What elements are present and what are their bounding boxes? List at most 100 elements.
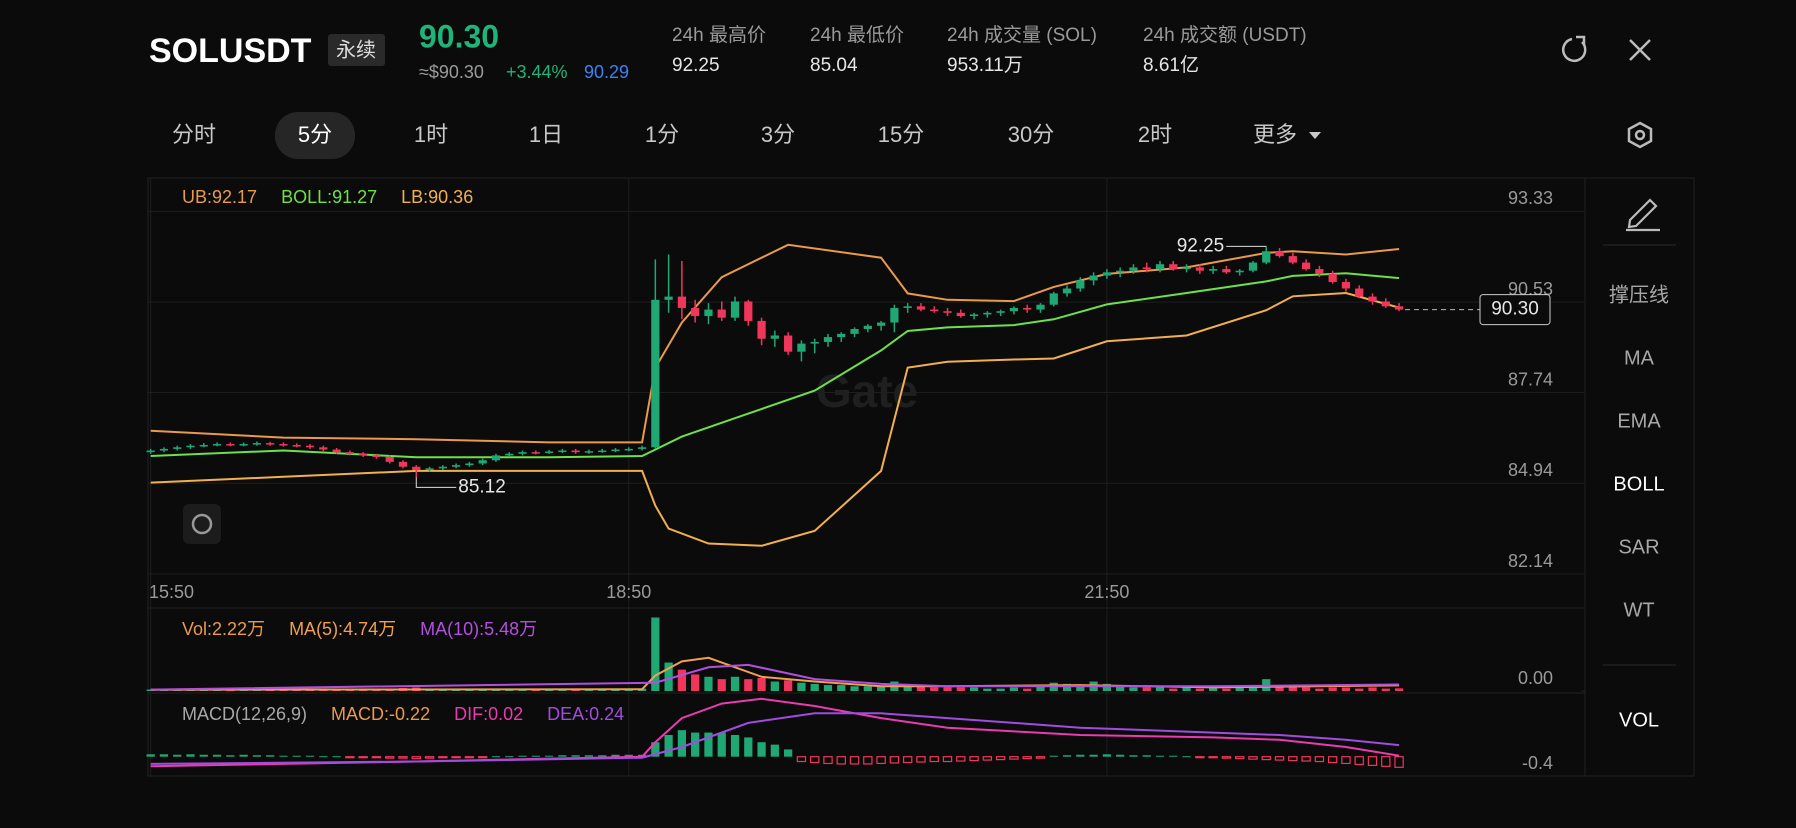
more-caret[interactable] xyxy=(1309,132,1321,139)
candle-body xyxy=(691,307,700,317)
bar xyxy=(146,754,155,757)
bar xyxy=(1036,685,1045,691)
mark-price: 90.29 xyxy=(584,62,629,82)
candle-body xyxy=(1155,264,1165,270)
candle-body xyxy=(1023,307,1032,310)
bar xyxy=(784,749,793,757)
bar xyxy=(1234,756,1245,760)
candle-body xyxy=(345,452,354,454)
bar xyxy=(797,682,806,691)
indicator-line xyxy=(150,291,1400,547)
bar xyxy=(836,756,846,765)
candle-body xyxy=(1315,269,1324,274)
bar xyxy=(159,754,169,757)
interval-tab[interactable]: 1时 xyxy=(414,122,448,147)
refresh-button[interactable] xyxy=(1562,35,1587,63)
candle-body xyxy=(319,447,328,450)
settings-button[interactable] xyxy=(1627,121,1653,149)
bar xyxy=(1288,756,1298,762)
candle-body xyxy=(226,444,235,446)
bar xyxy=(571,689,580,691)
bar xyxy=(1341,756,1351,765)
interval-tab[interactable]: 15分 xyxy=(878,122,924,147)
bar xyxy=(730,676,740,691)
bar xyxy=(1288,687,1297,691)
bar xyxy=(770,681,779,691)
bar xyxy=(823,756,833,765)
indicator-option[interactable]: 撑压线 xyxy=(1609,283,1669,306)
bar xyxy=(1009,687,1019,691)
candle-body xyxy=(664,296,673,300)
close-button[interactable] xyxy=(1629,39,1651,61)
candle-body xyxy=(1235,270,1244,273)
refresh-icon xyxy=(1562,37,1587,63)
bar xyxy=(1381,688,1390,691)
indicator-option[interactable]: MA xyxy=(1624,347,1655,369)
interval-tab[interactable]: 分时 xyxy=(172,122,216,147)
indicator-option[interactable]: BOLL xyxy=(1613,473,1664,495)
interval-tab[interactable]: 5分 xyxy=(298,122,332,147)
bar xyxy=(1275,687,1284,691)
bar xyxy=(1049,755,1058,757)
bar xyxy=(863,686,872,691)
interval-tab[interactable]: 2时 xyxy=(1138,122,1172,147)
interval-tab[interactable]: 1分 xyxy=(645,122,679,147)
bar xyxy=(332,756,341,758)
interval-tab[interactable]: 1日 xyxy=(529,122,563,147)
candle-body xyxy=(624,448,633,451)
bar xyxy=(1102,683,1112,691)
bar xyxy=(1102,754,1112,757)
bar xyxy=(943,687,952,691)
interval-tab[interactable]: 更多 xyxy=(1253,122,1297,147)
bar xyxy=(1248,756,1258,760)
legend-entry: UB:92.17 xyxy=(182,187,257,207)
bar xyxy=(1076,754,1085,757)
bar xyxy=(398,756,408,759)
bar xyxy=(982,756,993,761)
indicator-option[interactable]: SAR xyxy=(1618,536,1659,558)
candle-body xyxy=(757,320,766,339)
x-tick-label: 15:50 xyxy=(149,582,194,602)
bar xyxy=(292,755,301,757)
indicator-option[interactable]: VOL xyxy=(1619,709,1659,731)
indicator-option[interactable]: WT xyxy=(1623,599,1654,621)
bar xyxy=(730,734,740,757)
draw-tool-icon[interactable] xyxy=(1626,198,1660,232)
stat-label: 24h 成交额 (USDT) xyxy=(1143,24,1307,46)
bar xyxy=(916,686,926,691)
bar xyxy=(1301,687,1311,691)
bar xyxy=(598,755,607,757)
bar xyxy=(544,689,554,691)
legend-entry: LB:90.36 xyxy=(401,187,473,207)
candle-body xyxy=(717,309,726,318)
y-tick-label: 93.33 xyxy=(1508,188,1553,208)
interval-tab[interactable]: 3分 xyxy=(761,122,795,147)
annotation-line xyxy=(415,477,457,488)
bar xyxy=(983,688,992,691)
bar xyxy=(902,756,913,764)
bar xyxy=(1062,755,1072,757)
bar xyxy=(173,754,182,757)
y-tick-label: 90.53 xyxy=(1508,279,1553,299)
legend-entry: DIF:0.02 xyxy=(454,704,523,724)
candle-body xyxy=(1209,269,1218,271)
bar xyxy=(584,755,594,757)
candle-body xyxy=(1102,272,1112,276)
bar xyxy=(1209,687,1218,691)
bar xyxy=(916,756,926,763)
bar xyxy=(876,756,886,765)
bar xyxy=(996,688,1005,691)
candle-body xyxy=(1009,307,1019,312)
bar xyxy=(491,756,501,758)
legend-entry: BOLL:91.27 xyxy=(281,187,377,207)
candle-body xyxy=(1341,282,1351,289)
bar xyxy=(1155,755,1165,757)
candle-body xyxy=(770,335,779,339)
chart-tool-button[interactable] xyxy=(183,504,221,544)
last-price-label: 90.30 xyxy=(1491,299,1539,320)
interval-tab[interactable]: 30分 xyxy=(1008,122,1054,147)
bar xyxy=(384,756,395,759)
indicator-option[interactable]: EMA xyxy=(1617,410,1661,432)
candle-body xyxy=(1062,288,1072,294)
annotation: 92.25 xyxy=(1177,235,1225,256)
